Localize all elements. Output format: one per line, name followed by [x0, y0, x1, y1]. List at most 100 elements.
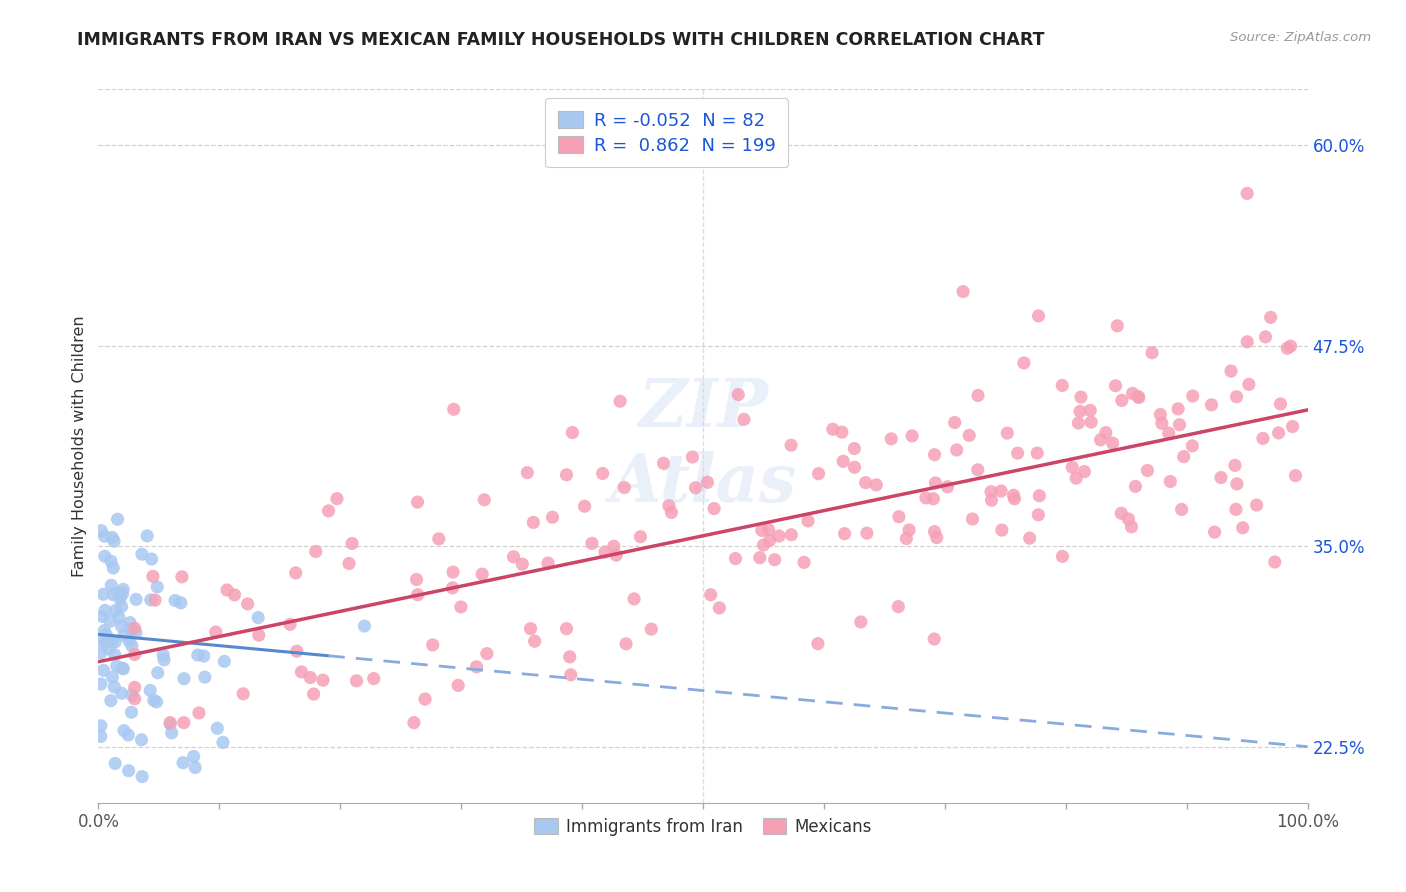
- Point: [995, 426, 1018, 441]
- Point: [120, 622, 142, 636]
- Point: [758, 523, 780, 537]
- Point: [152, 648, 174, 662]
- Point: [1052, 549, 1074, 564]
- Point: [141, 552, 163, 566]
- Point: [1167, 401, 1189, 416]
- Point: [831, 425, 853, 439]
- Point: [887, 599, 910, 614]
- Point: [94, 549, 117, 564]
- Point: [1181, 439, 1204, 453]
- Point: [1270, 397, 1292, 411]
- Point: [991, 523, 1014, 537]
- Point: [558, 649, 581, 664]
- Point: [1236, 334, 1258, 349]
- Point: [1078, 403, 1101, 417]
- Point: [93, 664, 115, 678]
- Text: IMMIGRANTS FROM IRAN VS MEXICAN FAMILY HOUSEHOLDS WITH CHILDREN CORRELATION CHAR: IMMIGRANTS FROM IRAN VS MEXICAN FAMILY H…: [77, 31, 1045, 49]
- Point: [1157, 426, 1180, 441]
- Point: [1225, 502, 1247, 516]
- Point: [232, 687, 254, 701]
- Point: [131, 770, 153, 784]
- Point: [1069, 404, 1091, 418]
- Point: [413, 692, 436, 706]
- Point: [727, 387, 749, 401]
- Point: [925, 531, 948, 545]
- Point: [1149, 408, 1171, 422]
- Point: [1125, 479, 1147, 493]
- Point: [1109, 506, 1132, 520]
- Point: [724, 551, 747, 566]
- Point: [1181, 389, 1204, 403]
- Point: [1201, 398, 1223, 412]
- Point: [832, 454, 855, 468]
- Point: [284, 566, 307, 580]
- Point: [406, 495, 429, 509]
- Point: [125, 592, 148, 607]
- Point: [146, 665, 169, 680]
- Point: [945, 442, 967, 457]
- Point: [337, 557, 360, 571]
- Point: [1209, 470, 1232, 484]
- Point: [1067, 416, 1090, 430]
- Point: [111, 686, 134, 700]
- Point: [1281, 419, 1303, 434]
- Text: ZIP
Atlas: ZIP Atlas: [609, 376, 797, 516]
- Point: [1064, 471, 1087, 485]
- Point: [1028, 489, 1050, 503]
- Point: [170, 570, 193, 584]
- Point: [990, 483, 1012, 498]
- Point: [797, 514, 820, 528]
- Point: [110, 619, 132, 633]
- Point: [1002, 488, 1025, 502]
- Point: [312, 673, 335, 687]
- Point: [1028, 508, 1050, 522]
- Point: [139, 683, 162, 698]
- Point: [751, 524, 773, 538]
- Point: [112, 582, 135, 597]
- Point: [363, 672, 385, 686]
- Point: [855, 475, 877, 490]
- Point: [402, 715, 425, 730]
- Point: [204, 625, 226, 640]
- Point: [1173, 450, 1195, 464]
- Point: [285, 644, 308, 658]
- Point: [1028, 309, 1050, 323]
- Point: [924, 524, 946, 539]
- Point: [247, 628, 270, 642]
- Point: [131, 547, 153, 561]
- Point: [807, 467, 830, 481]
- Point: [100, 554, 122, 568]
- Point: [1104, 378, 1126, 392]
- Point: [780, 527, 803, 541]
- Point: [758, 533, 780, 548]
- Point: [1277, 341, 1299, 355]
- Point: [236, 597, 259, 611]
- Point: [475, 647, 498, 661]
- Point: [1159, 475, 1181, 489]
- Point: [326, 491, 349, 506]
- Text: Source: ZipAtlas.com: Source: ZipAtlas.com: [1230, 31, 1371, 45]
- Point: [143, 593, 166, 607]
- Point: [581, 536, 603, 550]
- Point: [658, 499, 681, 513]
- Point: [172, 756, 194, 770]
- Point: [709, 601, 731, 615]
- Point: [422, 638, 444, 652]
- Point: [1225, 390, 1247, 404]
- Point: [1090, 433, 1112, 447]
- Point: [1168, 417, 1191, 432]
- Point: [1121, 520, 1143, 534]
- Point: [780, 438, 803, 452]
- Point: [103, 534, 125, 549]
- Point: [101, 588, 124, 602]
- Point: [108, 591, 131, 606]
- Point: [103, 561, 125, 575]
- Point: [763, 552, 786, 566]
- Point: [1101, 436, 1123, 450]
- Point: [247, 610, 270, 624]
- Point: [516, 466, 538, 480]
- Point: [136, 529, 159, 543]
- Point: [699, 588, 721, 602]
- Point: [1052, 378, 1074, 392]
- Point: [844, 442, 866, 456]
